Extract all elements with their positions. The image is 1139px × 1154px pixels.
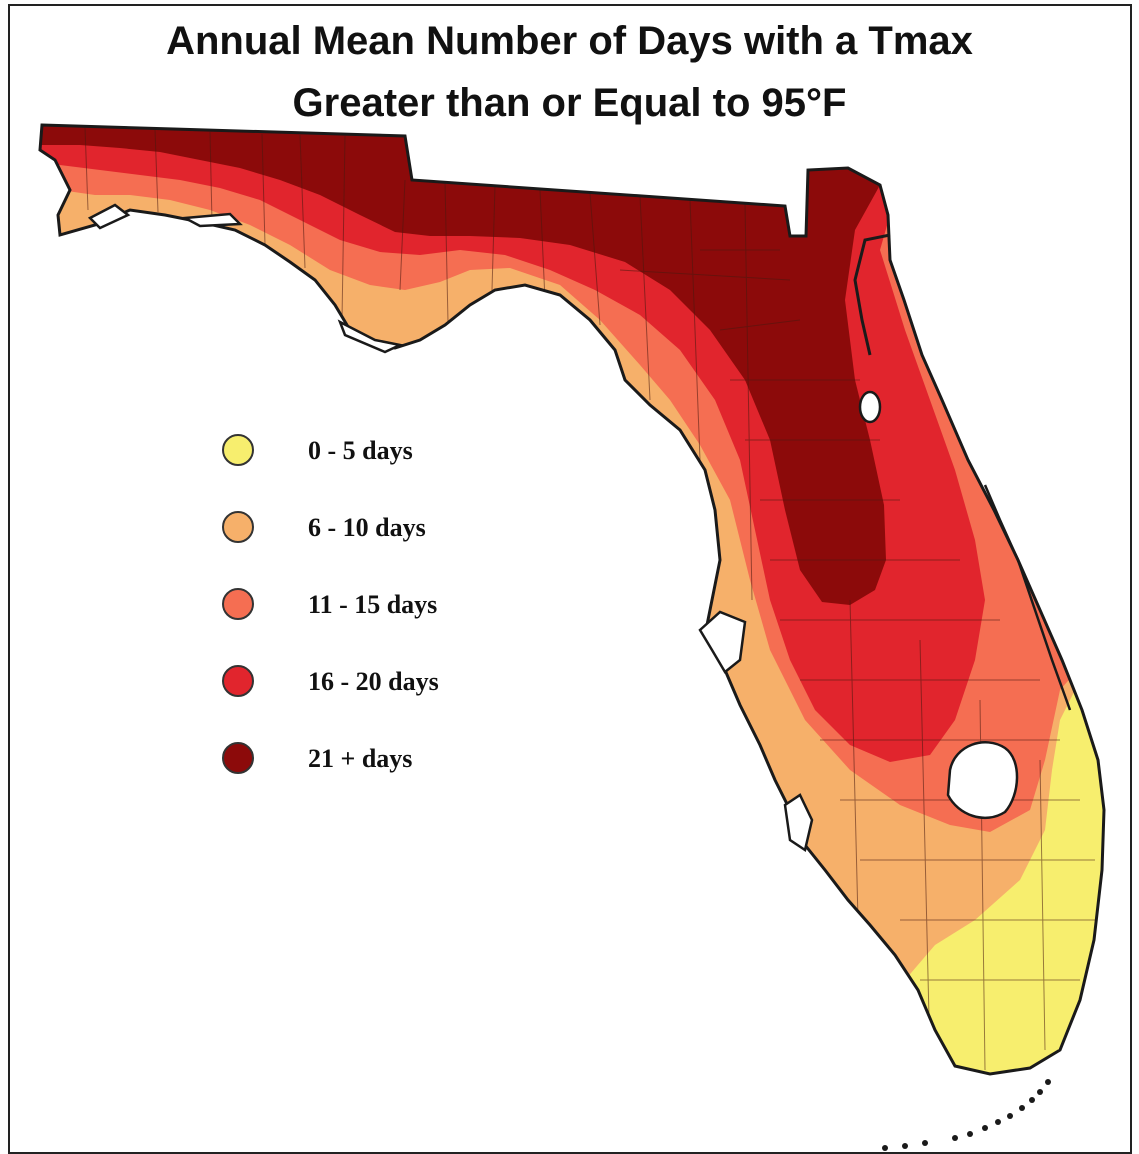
legend-label: 21 + days <box>308 744 413 773</box>
title-line-2: Greater than or Equal to 95°F <box>292 81 847 125</box>
legend-swatch-21-plus <box>222 742 254 774</box>
legend-swatch-16-20 <box>222 665 254 697</box>
legend-item: 21 + days <box>222 738 522 778</box>
lake-okeechobee <box>946 741 1019 820</box>
legend-swatch-6-10 <box>222 511 254 543</box>
water-bodies <box>87 203 1072 853</box>
map-title: Annual Mean Number of Days with a Tmax G… <box>0 10 1139 134</box>
tampa-bay <box>698 610 747 674</box>
legend-label: 0 - 5 days <box>308 436 413 465</box>
legend-label: 11 - 15 days <box>308 590 438 619</box>
st-johns-river <box>853 233 891 356</box>
indian-river <box>983 484 1072 711</box>
legend-item: 16 - 20 days <box>222 661 522 701</box>
zone-16-20 <box>40 125 1104 762</box>
zone-21-plus <box>40 125 1104 605</box>
legend-label: 6 - 10 days <box>308 513 426 542</box>
choctawhatchee-bay <box>180 212 243 228</box>
charlotte-harbor <box>783 793 814 853</box>
legend-swatch-0-5 <box>222 434 254 466</box>
legend-label: 16 - 20 days <box>308 667 439 696</box>
legend-item: 11 - 15 days <box>222 584 522 624</box>
legend-swatch-11-15 <box>222 588 254 620</box>
pensacola-bay <box>87 203 131 230</box>
apalachicola-bay <box>337 319 404 354</box>
title-line-1: Annual Mean Number of Days with a Tmax <box>166 19 973 63</box>
florida-keys <box>882 1079 1051 1151</box>
lake-george <box>858 390 882 424</box>
legend-item: 0 - 5 days <box>222 430 522 470</box>
legend-item: 6 - 10 days <box>222 507 522 547</box>
